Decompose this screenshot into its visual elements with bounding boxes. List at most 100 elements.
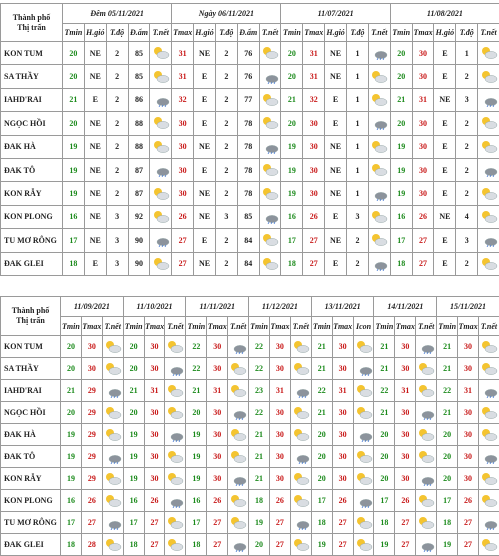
cloud [265, 74, 279, 83]
rain [361, 373, 369, 376]
icon-cell [101, 379, 124, 402]
weather-icon [108, 454, 121, 464]
value-cell: 30 [411, 181, 435, 206]
city-name: NGỌC HỒI [0, 401, 61, 424]
cloud [421, 344, 435, 353]
cloud [375, 238, 388, 247]
value-cell: 27 [394, 511, 417, 534]
value-cell: 19 [389, 181, 413, 206]
value-cell: 21 [185, 379, 208, 402]
cloud [265, 261, 279, 270]
icon-cell [477, 251, 499, 276]
weather-icon [481, 472, 498, 485]
weather-icon [153, 47, 170, 60]
cloud [108, 542, 121, 551]
value-cell: 30 [80, 357, 103, 380]
value-cell: 85 [127, 40, 151, 66]
value-cell: 31 [302, 40, 326, 66]
city-row: ĐAK GLEI 18 28 18 27 18 27 20 27 19 27 19 27 19 27 [0, 533, 499, 556]
icon-cell [352, 335, 375, 358]
city-name: SA THẦY [0, 64, 63, 89]
value-cell: 30 [331, 445, 354, 468]
value-cell: 20 [122, 357, 145, 380]
rain [361, 505, 369, 508]
cloud [359, 520, 372, 529]
city-row: ĐAK GLEI 18 E 3 90 27 NE 2 84 18 27 E 2 18 27 E 2 [0, 251, 499, 276]
city-name: ĐAK TÔ [0, 445, 61, 468]
icon-cell [477, 111, 499, 136]
value-cell: 21 [248, 445, 270, 468]
city-name: ĐAK GLEI [0, 251, 63, 276]
column-header: Tmin [185, 316, 208, 336]
value-cell: 30 [268, 445, 291, 468]
cloud [171, 388, 184, 397]
value-cell: 3 [455, 228, 479, 253]
value-cell: 20 [310, 445, 333, 468]
value-cell: 3 [455, 87, 479, 113]
cloud [484, 121, 497, 130]
value-cell: NE [193, 181, 216, 206]
value-cell: NE [83, 134, 107, 159]
value-cell: 18 [389, 251, 413, 276]
weather-icon [233, 344, 247, 354]
weather-icon [263, 93, 279, 106]
icon-cell [477, 228, 499, 253]
cloud [296, 520, 310, 529]
column-header: T.độ [214, 23, 238, 42]
cloud [265, 238, 279, 247]
cloud [375, 191, 388, 200]
icon-cell [477, 40, 499, 66]
weather-icon [263, 117, 279, 130]
cloud [108, 410, 121, 419]
icon-cell [367, 204, 391, 230]
value-cell: 30 [411, 111, 435, 136]
value-cell: 30 [171, 134, 195, 159]
weather-icon [293, 340, 310, 353]
weather-icon [293, 428, 310, 441]
cloud [375, 168, 388, 176]
value-cell: 30 [457, 423, 479, 446]
cloud [421, 498, 435, 507]
value-cell: 19 [62, 157, 85, 183]
column-header: T.nết [227, 316, 250, 336]
city-row: TU MƠ RÔNG 17 NE 3 90 27 E 2 84 17 27 NE 2 17 27 E 3 [0, 228, 499, 253]
value-cell: 16 [185, 489, 208, 512]
weather-icon [168, 538, 184, 551]
value-cell: 2 [214, 111, 238, 136]
value-cell: 31 [411, 87, 435, 113]
weather-icon [231, 494, 247, 507]
rain [298, 461, 307, 464]
value-cell: 22 [436, 379, 459, 402]
value-cell: 21 [373, 357, 396, 380]
icon-cell [352, 533, 375, 556]
value-cell: 20 [60, 401, 82, 424]
cloud [375, 121, 388, 130]
value-cell: 21 [60, 379, 82, 402]
column-header: Tmax [143, 316, 166, 336]
cloud [156, 215, 170, 223]
weather-icon [156, 238, 170, 248]
group-row: Thành phố Thị trấn 11/09/2021 11/10/2021 11/… [0, 296, 499, 336]
cloud [171, 366, 184, 375]
icon-cell [367, 228, 391, 253]
value-cell: 22 [248, 401, 270, 424]
city-name: ĐAK HÀ [0, 134, 63, 159]
weather-icon [356, 384, 372, 397]
value-cell: 88 [127, 134, 151, 159]
column-row: Tmin Tmax T.nết Tmin Tmax T.nết Tmin Tmax T.nết T… [1, 316, 499, 336]
value-cell: 1 [346, 40, 369, 66]
value-cell: 21 [389, 87, 413, 113]
value-cell: 29 [80, 445, 103, 468]
weather-icon [356, 406, 372, 419]
column-header: Tmax [302, 23, 326, 42]
value-cell: 30 [206, 467, 229, 490]
icon-cell [149, 134, 173, 159]
weather-icon [421, 542, 435, 552]
weather-icon [372, 93, 388, 106]
date-header: 11/10/2021 [122, 296, 187, 317]
value-cell: 20 [185, 401, 208, 424]
city-row: NGỌC HỒI 20 29 20 30 20 30 22 30 21 30 21 30 21 30 [0, 401, 499, 424]
column-header: T.nết [477, 23, 499, 42]
value-cell: 21 [310, 401, 333, 424]
cloud [171, 498, 184, 507]
